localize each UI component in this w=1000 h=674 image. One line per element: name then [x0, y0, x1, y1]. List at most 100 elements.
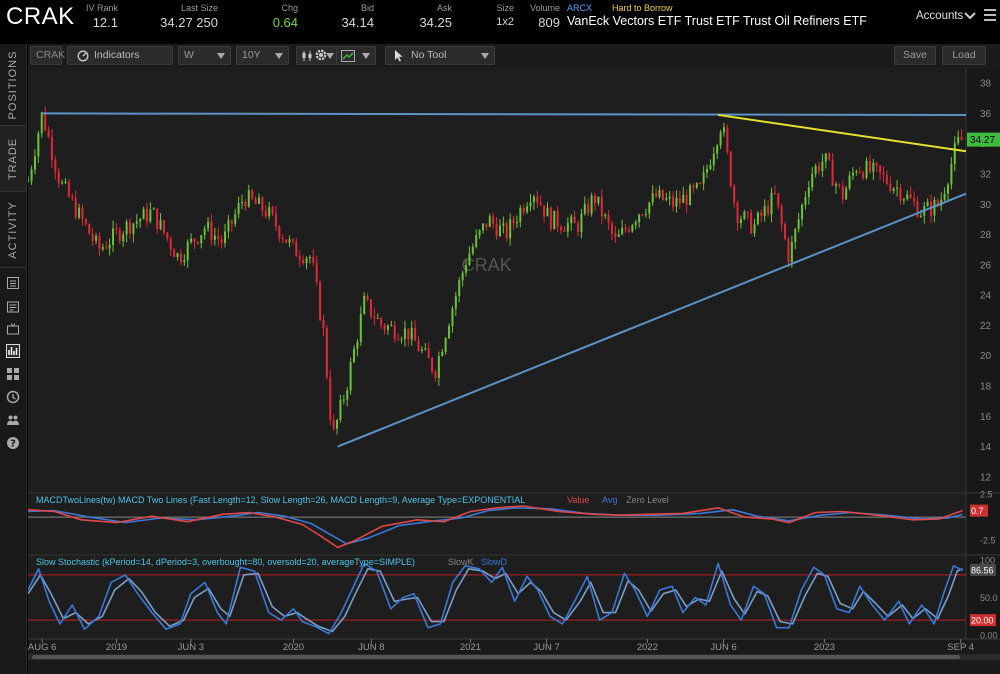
candle-body — [790, 242, 793, 263]
candle-body — [88, 224, 91, 235]
candle-body — [437, 355, 440, 379]
candle-body — [515, 222, 518, 224]
candle-body — [706, 168, 709, 173]
exchange-label: ARCX — [567, 3, 593, 13]
time-scrollbar-thumb — [32, 655, 960, 659]
news-icon[interactable] — [6, 300, 20, 314]
candle-body — [363, 295, 366, 314]
chart-type-dropdown[interactable] — [296, 46, 340, 65]
candle-body — [536, 196, 539, 203]
candle-body — [926, 201, 929, 207]
gear-icon[interactable] — [314, 48, 328, 62]
tab-label: TRADE — [7, 137, 19, 180]
help-icon[interactable]: ? — [6, 436, 20, 450]
time-tick-label: 2021 — [460, 642, 481, 653]
candle-body — [641, 214, 644, 216]
candle-body — [909, 194, 912, 199]
grid-icon[interactable] — [6, 367, 20, 381]
candle-body — [261, 197, 264, 212]
quote-value: 1x2 — [496, 16, 514, 28]
chevron-down-icon[interactable] — [964, 11, 976, 21]
candle-body — [549, 207, 552, 230]
candle-body — [760, 212, 763, 216]
candle-body — [532, 196, 535, 203]
candle-body — [485, 223, 488, 227]
quote-bid: Bid 34.14 — [320, 3, 374, 31]
candle-body — [831, 159, 834, 186]
candle-body — [268, 207, 271, 217]
quote-chg: Chg 0.64 — [246, 3, 298, 31]
candle-body — [159, 220, 162, 230]
candle-body — [84, 219, 87, 225]
stochastic-badge-label: 86.56 — [971, 565, 994, 575]
candle-body — [200, 235, 203, 244]
candle-body — [529, 202, 532, 207]
candle-body — [607, 214, 610, 224]
candle-body — [234, 214, 237, 224]
candle-body — [142, 208, 145, 220]
candle-body — [156, 208, 159, 230]
tab-positions[interactable]: POSITIONS — [0, 44, 26, 126]
candle-body — [424, 348, 427, 350]
price-tick-label: 32 — [980, 170, 992, 181]
tab-activity[interactable]: ACTIVITY — [0, 192, 26, 268]
quote-value: 34.27 250 — [160, 15, 218, 30]
period-dropdown[interactable]: 10Y — [236, 46, 289, 65]
tool-dropdown[interactable]: No Tool — [385, 46, 495, 65]
clock-icon[interactable] — [6, 390, 20, 404]
tab-trade[interactable]: TRADE — [0, 126, 26, 192]
candle-body — [753, 224, 756, 234]
indicators-button[interactable]: Indicators — [67, 46, 173, 65]
people-icon[interactable] — [6, 413, 20, 427]
candle-body — [896, 187, 899, 189]
candle-body — [359, 313, 362, 343]
candle-body — [33, 156, 36, 170]
chart-area[interactable]: 3836343230282624222018161412CRAK34.27MAC… — [28, 68, 1000, 674]
candle-body — [274, 213, 277, 227]
candle-body — [468, 253, 471, 266]
candle-body — [47, 130, 50, 137]
candle-body — [278, 226, 281, 238]
candle-body — [305, 258, 308, 264]
candle-body — [241, 201, 244, 204]
candle-body — [726, 127, 729, 152]
candle-body — [675, 197, 678, 207]
candle-body — [410, 327, 413, 340]
drawings-dropdown[interactable] — [336, 46, 376, 65]
candle-body — [583, 203, 586, 214]
symbol-title[interactable]: CRAK — [6, 3, 75, 30]
candle-body — [495, 223, 498, 237]
list-icon[interactable] — [6, 276, 20, 290]
candle-body — [787, 239, 790, 263]
candle-body — [661, 190, 664, 200]
symbol-selector[interactable]: CRAK — [30, 46, 65, 65]
save-button[interactable]: Save — [894, 46, 936, 65]
candle-body — [339, 399, 342, 420]
stochastic-pane — [28, 556, 966, 639]
load-button[interactable]: Load — [942, 46, 986, 65]
price-pane — [28, 68, 966, 492]
time-tick-label: JUN 7 — [533, 642, 559, 653]
candle-body — [302, 259, 305, 264]
tv-icon[interactable] — [6, 322, 20, 336]
candle-body — [502, 223, 505, 226]
candle-body — [556, 210, 559, 227]
menu-icon[interactable] — [984, 9, 996, 21]
candle-body — [919, 215, 922, 217]
candle-body — [750, 212, 753, 234]
candle-body — [658, 190, 661, 197]
price-tick-label: 36 — [980, 109, 992, 120]
candle-body — [855, 171, 858, 173]
candle-body — [431, 358, 434, 372]
candle-body — [478, 230, 481, 236]
candle-body — [702, 172, 705, 184]
candle-body — [458, 280, 461, 296]
candle-body — [162, 220, 165, 233]
candle-body — [960, 136, 963, 141]
last-price-badge — [967, 132, 1000, 147]
chart-icon[interactable] — [6, 344, 20, 358]
candle-body — [916, 201, 919, 217]
candle-body — [40, 112, 43, 134]
aggregation-dropdown[interactable]: W — [178, 46, 231, 65]
accounts-menu[interactable]: Accounts — [916, 10, 964, 22]
